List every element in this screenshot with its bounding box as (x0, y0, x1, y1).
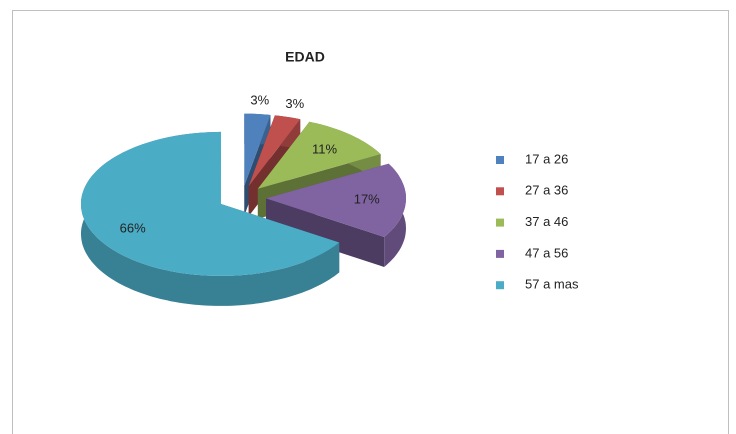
slice (81, 131, 340, 306)
chart-title: EDAD (285, 49, 325, 65)
legend-label: 47 a 56 (525, 245, 568, 260)
legend-swatch (496, 249, 504, 258)
slice-side (265, 198, 385, 267)
data-label: 17% (354, 191, 380, 206)
legend-label: 17 a 26 (525, 151, 568, 166)
slice (257, 121, 381, 189)
legend-label: 37 a 46 (525, 214, 568, 229)
legend-label: 57 a mas (525, 277, 579, 292)
legend-swatch (496, 156, 504, 164)
legend-swatch (496, 218, 504, 227)
legend-swatch (496, 281, 504, 290)
legend-label: 27 a 36 (525, 183, 568, 198)
slice (265, 163, 406, 267)
slice (248, 115, 301, 187)
slice (81, 131, 340, 276)
data-label: 3% (250, 93, 269, 108)
legend-swatch (496, 187, 504, 196)
data-label: 66% (120, 220, 146, 235)
slice (244, 113, 271, 186)
slice (265, 163, 406, 237)
data-label: 11% (312, 141, 337, 156)
data-label: 3% (285, 96, 304, 111)
